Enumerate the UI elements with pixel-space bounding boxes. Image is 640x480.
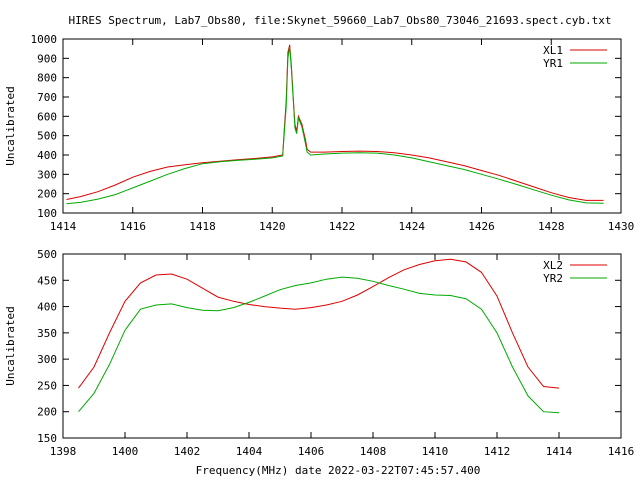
y-tick-label: 200 <box>37 188 57 201</box>
y-tick-label: 500 <box>37 248 57 261</box>
x-axis-label: Frequency(MHz) date 2022-03-22T07:45:57.… <box>196 464 481 477</box>
x-tick-label: 1414 <box>546 445 573 458</box>
y-axis-label: Uncalibrated <box>4 86 17 165</box>
x-tick-label: 1422 <box>329 220 356 233</box>
y-tick-label: 600 <box>37 110 57 123</box>
x-tick-label: 1426 <box>468 220 495 233</box>
y-tick-label: 150 <box>37 432 57 445</box>
y-tick-label: 400 <box>37 301 57 314</box>
legend-label-yr1: YR1 <box>543 57 563 70</box>
x-tick-label: 1420 <box>259 220 286 233</box>
series-line-xl1 <box>66 44 604 201</box>
x-tick-label: 1408 <box>360 445 387 458</box>
x-tick-label: 1428 <box>538 220 565 233</box>
y-tick-label: 700 <box>37 91 57 104</box>
x-tick-label: 1412 <box>484 445 511 458</box>
x-tick-label: 1398 <box>50 445 77 458</box>
y-tick-label: 400 <box>37 149 57 162</box>
legend-label-xl2: XL2 <box>543 259 563 272</box>
y-tick-label: 250 <box>37 379 57 392</box>
y-tick-label: 100 <box>37 207 57 220</box>
legend-label-xl1: XL1 <box>543 44 563 57</box>
plot-frame <box>62 38 622 214</box>
x-tick-label: 1414 <box>50 220 77 233</box>
y-tick-label: 450 <box>37 274 57 287</box>
x-tick-label: 1402 <box>174 445 201 458</box>
legend-label-yr2: YR2 <box>543 272 563 285</box>
x-tick-label: 1418 <box>189 220 216 233</box>
plot-frame <box>62 253 622 439</box>
x-tick-label: 1406 <box>298 445 325 458</box>
bottom-panel: 1398 1400 1402 1404 1406 1408 1410 1412 1414 1416… <box>4 248 634 458</box>
y-tick-label: 350 <box>37 327 57 340</box>
series-line-yr2 <box>78 276 560 414</box>
y-tick-label: 1000 <box>31 33 58 46</box>
figure-title: HIRES Spectrum, Lab7_Obs80, file:Skynet_… <box>68 14 611 27</box>
x-tick-label: 1400 <box>112 445 139 458</box>
y-tick-label: 500 <box>37 130 57 143</box>
x-tick-label: 1410 <box>422 445 449 458</box>
series-line-yr1 <box>66 46 604 205</box>
y-tick-label: 800 <box>37 72 57 85</box>
y-tick-label: 300 <box>37 168 57 181</box>
x-tick-label: 1424 <box>399 220 426 233</box>
series-line-xl2 <box>78 258 560 389</box>
x-tick-label: 1404 <box>236 445 263 458</box>
y-tick-label: 200 <box>37 406 57 419</box>
y-tick-label: 300 <box>37 353 57 366</box>
top-panel: 1414 1416 1418 1420 1422 1424 1426 1428 1430 100 2… <box>4 33 634 233</box>
x-tick-label: 1430 <box>608 220 635 233</box>
x-tick-label: 1416 <box>608 445 635 458</box>
y-tick-label: 900 <box>37 52 57 65</box>
x-tick-label: 1416 <box>120 220 147 233</box>
y-axis-label: Uncalibrated <box>4 306 17 385</box>
